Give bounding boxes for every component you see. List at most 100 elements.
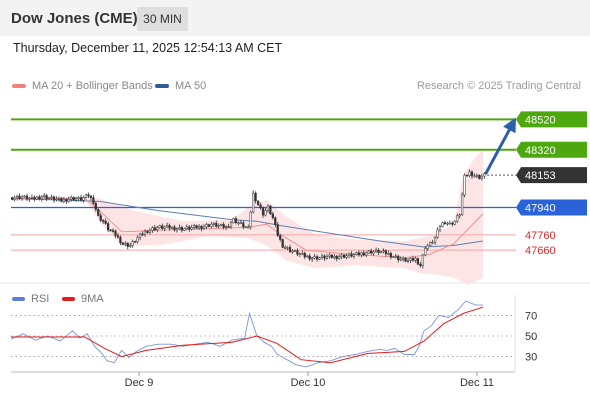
candle <box>48 196 51 200</box>
candle-body <box>23 195 26 198</box>
candle-body <box>82 197 85 201</box>
candle-body <box>244 226 247 229</box>
candle <box>311 256 314 262</box>
candle-body <box>306 255 309 258</box>
candle <box>94 201 97 212</box>
candle-body <box>475 174 478 177</box>
candle-body <box>30 197 34 199</box>
candle-body <box>225 226 228 228</box>
candle-body <box>468 171 471 176</box>
candle-body <box>207 224 211 227</box>
candle-body <box>94 203 97 210</box>
candle <box>163 225 166 232</box>
candle <box>57 196 61 202</box>
candle-body <box>421 254 424 266</box>
candle-body <box>57 197 61 200</box>
candle <box>38 194 41 201</box>
instrument-title: Dow Jones (CME) <box>11 10 138 27</box>
rsi-line <box>10 300 483 368</box>
candle <box>13 195 16 202</box>
candle <box>40 195 43 202</box>
candle <box>143 229 147 237</box>
candle-body <box>288 247 292 252</box>
candle-body <box>114 230 117 236</box>
candle <box>207 223 211 228</box>
candle <box>72 196 75 202</box>
candle-body <box>382 250 385 252</box>
candle <box>28 196 31 202</box>
candle-body <box>453 220 456 225</box>
candle-body <box>188 226 191 230</box>
candle <box>406 258 410 264</box>
candle-body <box>293 250 297 252</box>
candle <box>291 249 294 254</box>
candle-body <box>470 171 474 177</box>
candle-body <box>242 222 245 228</box>
candle <box>315 254 319 262</box>
candle-body <box>414 258 417 261</box>
candle <box>210 221 213 229</box>
level-label-text: 48320 <box>525 145 556 157</box>
candlesticks <box>11 169 486 269</box>
candle <box>217 223 220 229</box>
candle <box>475 173 478 179</box>
candle-body <box>298 253 301 255</box>
candle <box>443 220 447 225</box>
timeframe-button[interactable]: 30 MIN <box>137 7 188 31</box>
candle <box>426 243 429 251</box>
x-axis: Dec 9 Dec 10 Dec 11 <box>125 372 494 389</box>
candle <box>104 218 107 225</box>
candle <box>158 224 161 229</box>
candle-body <box>441 222 444 227</box>
candle-body <box>320 255 324 258</box>
candle <box>473 173 476 178</box>
candle <box>97 208 100 217</box>
candle-body <box>131 241 134 246</box>
candle-body <box>75 198 78 201</box>
candle-body <box>121 242 124 245</box>
candle-body <box>323 255 326 259</box>
candle <box>65 197 68 205</box>
candle-body <box>355 252 358 255</box>
candle <box>77 196 80 202</box>
candle-body <box>318 257 321 260</box>
candle-body <box>197 226 201 229</box>
candle <box>308 253 311 261</box>
candle <box>232 217 235 224</box>
candle-body <box>77 197 80 200</box>
candle <box>11 196 14 201</box>
candle-body <box>347 253 351 256</box>
candle <box>70 195 73 202</box>
candle-body <box>232 218 235 223</box>
rsi-panel: 70 50 30 <box>10 300 537 368</box>
candle <box>99 213 102 223</box>
candle-body <box>229 222 233 227</box>
candle <box>252 190 255 214</box>
level-label-tag <box>516 167 587 184</box>
candle <box>25 193 29 201</box>
candle <box>146 230 149 234</box>
candle-body <box>227 226 230 228</box>
legend-swatch-9ma <box>62 297 75 302</box>
candle-body <box>301 253 304 255</box>
level-label-tag <box>516 199 587 216</box>
candle <box>116 232 120 239</box>
candle-body <box>360 252 363 256</box>
candle-body <box>129 245 132 247</box>
candle <box>387 250 390 256</box>
candle <box>121 241 124 246</box>
candle <box>256 200 260 206</box>
candle-body <box>406 260 410 262</box>
candle <box>446 221 449 226</box>
candle-body <box>328 254 331 257</box>
candle-body <box>99 215 102 221</box>
candle <box>129 242 132 248</box>
candle <box>190 224 193 231</box>
x-tick-label: Dec 10 <box>291 377 326 389</box>
candle <box>345 253 348 260</box>
timestamp: Thursday, December 11, 2025 12:54:13 AM … <box>13 41 283 55</box>
candle <box>82 195 85 203</box>
candle-body <box>28 197 31 200</box>
candle <box>119 235 122 246</box>
